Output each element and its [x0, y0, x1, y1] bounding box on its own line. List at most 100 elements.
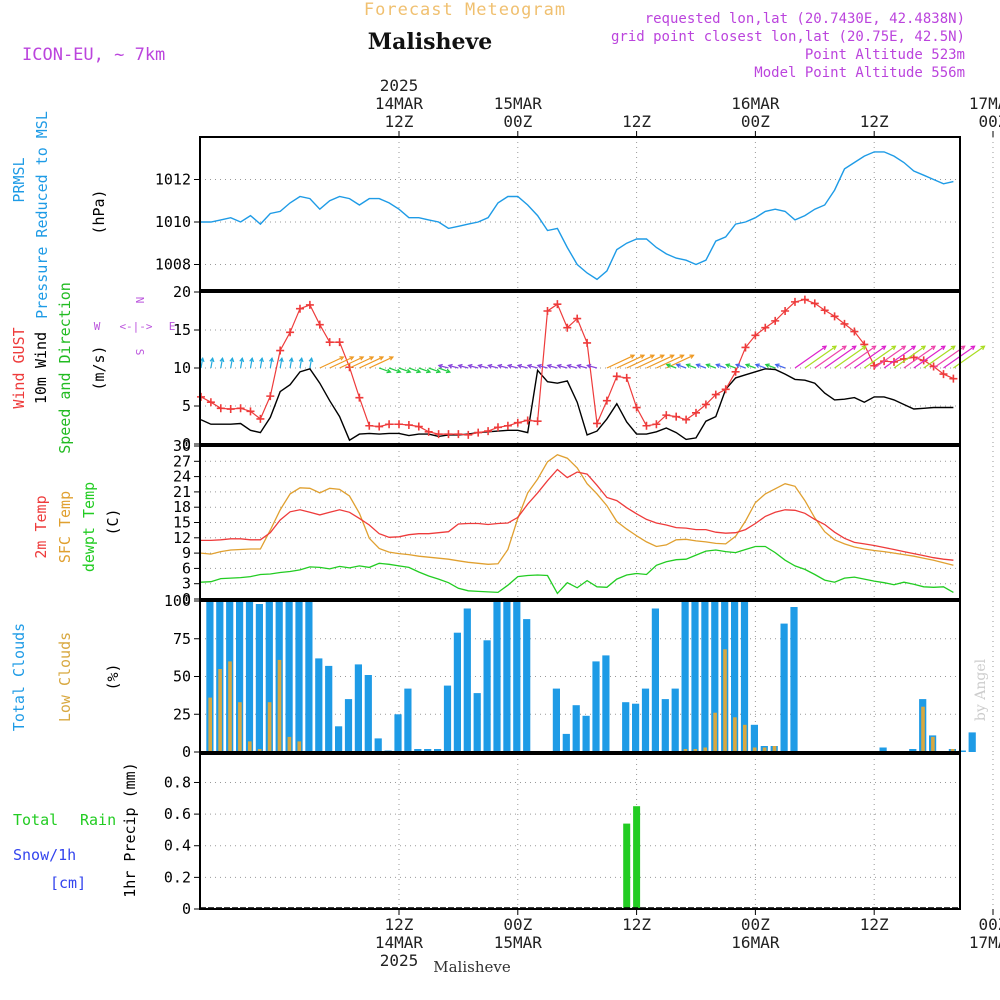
wind-arrow-head: [526, 363, 532, 369]
wind-arrow-head: [675, 363, 681, 368]
gust-point: [632, 403, 641, 412]
wind-arrow-head: [259, 356, 264, 363]
time-label-bottom: 00Z: [503, 915, 532, 934]
gust-point: [226, 405, 235, 414]
wind-arrow-head: [546, 363, 552, 369]
wind-arrow-head: [426, 368, 432, 374]
time-label-top: 17MAR: [969, 94, 1000, 113]
precip-total-label: Total: [13, 811, 58, 829]
wind-ytick-label: 20: [173, 283, 191, 301]
wind-arrow: [716, 364, 726, 369]
wind-arrow-head: [774, 363, 780, 368]
wind-arrow: [844, 345, 876, 369]
wind-arrow-head: [861, 345, 867, 351]
time-label-bottom: 12Z: [622, 915, 651, 934]
precip-ytick-label: 0.2: [164, 868, 191, 886]
time-label-bottom: 17MAR: [969, 933, 1000, 952]
wind-arrow-head: [359, 356, 365, 361]
total-clouds-bar: [523, 619, 531, 752]
low-clouds-bar: [931, 736, 935, 752]
wind-arrow: [745, 364, 756, 369]
wind-arrow: [547, 364, 558, 369]
total-clouds-bar: [582, 715, 590, 752]
clouds-ytick-label: 100: [164, 592, 191, 610]
wind-arrow-head: [437, 363, 443, 369]
total-clouds-bar: [503, 601, 511, 752]
dewpt-line: [200, 545, 954, 595]
sfc-temp-line: [200, 453, 954, 566]
wind-arrow-head: [406, 368, 412, 374]
low-clouds-bar: [297, 741, 302, 752]
gust-point: [355, 393, 364, 402]
wind-arrow-head: [388, 356, 395, 361]
precip-axis-label: 1hr Precip (mm): [121, 762, 139, 897]
wind-arrow: [577, 364, 588, 369]
wind-frame: [199, 291, 961, 445]
wind-arrow-head: [689, 354, 695, 359]
wind-arrow: [923, 345, 956, 369]
wind-arrow: [210, 358, 214, 369]
wind-arrow: [814, 345, 847, 369]
wind-arrow-head: [764, 363, 770, 368]
wind-arrow: [468, 364, 479, 369]
gust-point: [573, 314, 582, 323]
wind-arrow-head: [715, 363, 721, 368]
gust-point: [850, 327, 859, 336]
wind-arrow: [765, 364, 776, 369]
total-clouds-bar: [661, 699, 669, 752]
wind-arrow-head: [496, 363, 503, 369]
wind-arrow-head: [386, 368, 392, 374]
temperature-ytick-label: 24: [173, 468, 191, 486]
wind-arrow-head: [447, 363, 453, 369]
precip-rain-label: Rain: [80, 811, 116, 829]
gust-point: [939, 370, 948, 379]
gust-point: [751, 331, 760, 340]
time-label-top: 12Z: [385, 112, 414, 131]
time-label-top: 00Z: [741, 112, 770, 131]
total-clouds-bar: [701, 601, 709, 752]
gust-point: [424, 427, 433, 436]
time-label-top: 14MAR: [375, 94, 424, 113]
gust-point: [523, 416, 532, 425]
wind-arrow-head: [416, 368, 422, 374]
wind-arrow: [408, 367, 421, 373]
gust-point: [642, 421, 651, 430]
total-clouds-bar: [483, 640, 491, 752]
total-clouds-bar: [968, 732, 976, 752]
wind-arrow: [299, 358, 303, 369]
wind-direction-label: Speed and Direction: [56, 282, 74, 454]
grid-layer: [200, 137, 994, 909]
temperature-ytick-label: 9: [182, 544, 191, 562]
gust-point: [404, 421, 413, 429]
wind-arrow-head: [576, 363, 582, 369]
wind-arrow: [239, 358, 243, 369]
wind-arrow: [606, 354, 635, 369]
gust-point: [256, 414, 265, 423]
gust-point: [662, 411, 671, 420]
gust-point: [216, 404, 225, 413]
time-label-top: 16MAR: [731, 94, 780, 113]
gust-point: [454, 430, 463, 439]
temperature-ytick-label: 27: [173, 452, 191, 470]
total-clouds-bar: [691, 601, 699, 752]
total-clouds-bar: [285, 601, 293, 752]
total-clouds-bar: [572, 705, 580, 752]
low-clouds-bar: [287, 736, 292, 752]
wind-arrow: [863, 345, 896, 369]
gust-point: [622, 373, 631, 382]
wind-arrow-head: [960, 345, 966, 351]
temperature-ytick-label: 15: [173, 514, 191, 532]
wind-arrow: [587, 364, 598, 369]
clouds-unit: (%): [104, 663, 122, 690]
wind-arrow-head: [229, 356, 235, 363]
gust-point: [800, 295, 809, 304]
gust-point: [325, 338, 334, 347]
wind-arrow-head: [477, 363, 483, 369]
wind-arrow: [775, 364, 786, 369]
wind-arrow-head: [831, 345, 838, 351]
compass-arrow: <-|->: [119, 320, 152, 333]
wind-arrow-head: [871, 345, 877, 351]
low-clouds-bar: [683, 749, 688, 752]
wind-arrow-head: [516, 363, 523, 369]
total-clouds-bar: [681, 601, 689, 752]
